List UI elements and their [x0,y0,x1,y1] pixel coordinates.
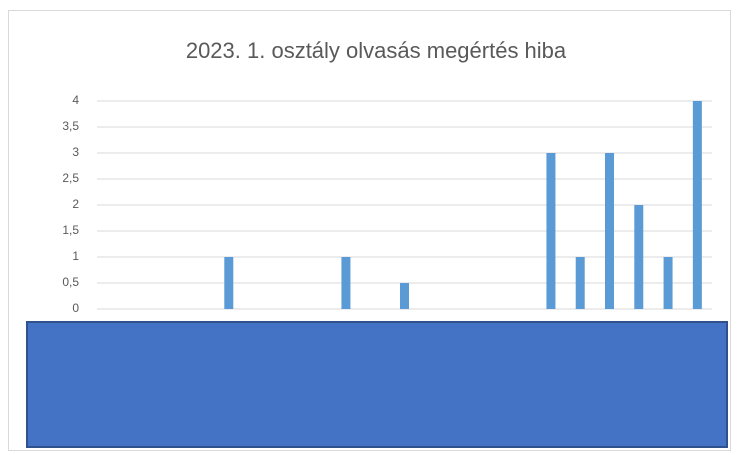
y-tick-label: 0,5 [62,275,79,289]
bar [341,257,351,309]
y-tick-label: 2,5 [62,171,79,185]
bar [605,153,614,309]
y-tick-label: 3 [72,145,79,159]
bar [575,257,585,309]
bar [663,257,673,309]
bar [546,153,556,309]
bar [692,101,702,309]
bar [400,283,409,309]
bar [224,257,234,309]
y-tick-label: 4 [72,93,79,107]
y-tick-label: 0 [72,301,79,315]
plot-area: 0 0,5 1 1,5 2 2,5 3 3,5 4 [62,93,712,315]
bar [634,205,644,309]
chart-title: 2023. 1. osztály olvasás megértés hiba [186,38,567,63]
y-tick-label: 1 [72,249,79,263]
redaction-box [26,321,728,448]
y-tick-label: 2 [72,197,79,211]
y-tick-label: 3,5 [62,119,79,133]
y-tick-label: 1,5 [62,223,79,237]
